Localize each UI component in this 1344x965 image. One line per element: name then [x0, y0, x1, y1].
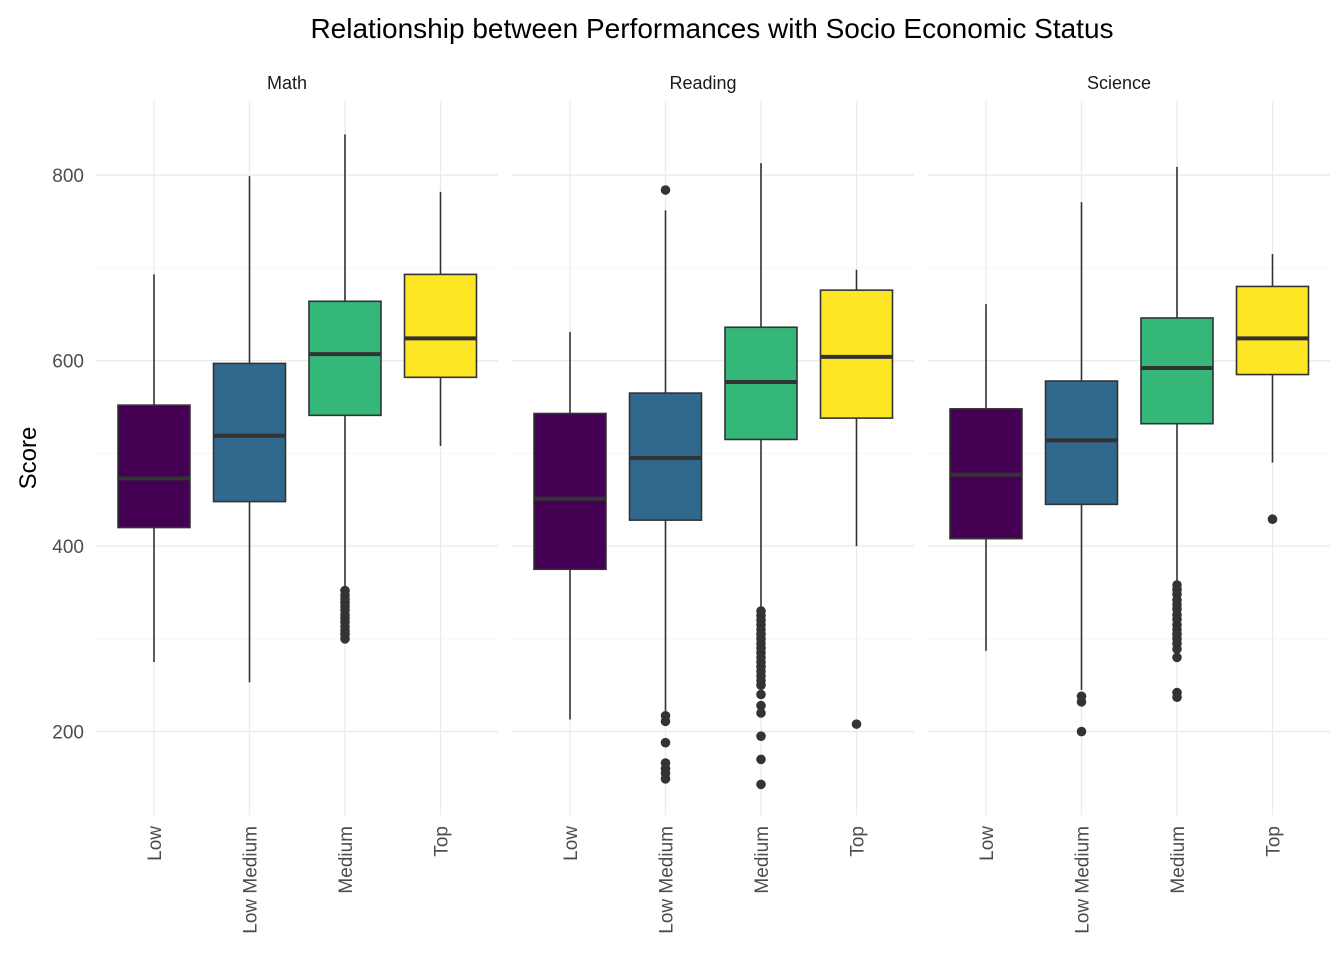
box-reading-low	[533, 331, 607, 720]
box-body	[819, 289, 894, 419]
outlier-point	[660, 716, 671, 727]
box-body	[1235, 285, 1310, 376]
y-tick-label: 600	[52, 352, 84, 373]
x-tick-label: Low	[561, 826, 582, 861]
box-science-top	[1235, 254, 1310, 524]
box-body	[533, 412, 607, 571]
x-tick-label: Low Medium	[657, 826, 678, 934]
box-math-low-medium	[212, 176, 287, 683]
outlier-point	[1076, 697, 1087, 707]
outlier-point	[1076, 726, 1087, 737]
box-science-medium	[1140, 166, 1214, 703]
y-tick-label: 800	[52, 166, 84, 187]
box-math-top	[403, 191, 478, 446]
box-body	[117, 404, 191, 529]
y-tick-label: 400	[52, 537, 84, 558]
box-math-low	[117, 274, 191, 662]
outlier-point	[756, 700, 766, 711]
box-body	[1140, 317, 1214, 425]
facet-panel-math: Math Low Low Medium Medium Top	[96, 73, 498, 934]
box-body	[1044, 380, 1119, 506]
outlier-point	[756, 754, 766, 765]
box-reading-medium	[724, 163, 798, 790]
box-science-low-medium	[1044, 202, 1119, 737]
y-axis-title: Score	[15, 427, 42, 490]
facet-panel-reading: Reading Low Low Medium Medium Top	[512, 73, 914, 934]
box-reading-top	[819, 269, 894, 729]
x-tick-label: Low	[145, 826, 166, 861]
x-tick-label: Top	[1264, 826, 1285, 857]
facet-label-math: Math	[267, 73, 307, 93]
outlier-point	[1172, 644, 1182, 654]
x-tick-label: Low Medium	[1073, 826, 1094, 934]
outlier-point	[756, 680, 766, 690]
box-math-medium	[308, 134, 382, 644]
outlier-point	[851, 719, 862, 729]
x-tick-label: Low	[977, 826, 998, 861]
outlier-point	[756, 689, 766, 700]
x-tick-label: Medium	[752, 826, 773, 894]
x-tick-label: Medium	[336, 826, 357, 894]
outlier-point	[660, 737, 671, 748]
box-reading-low-medium	[628, 185, 703, 784]
x-tick-label: Top	[432, 826, 453, 857]
chart-title: Relationship between Performances with S…	[310, 13, 1113, 44]
outlier-point	[1172, 692, 1182, 703]
facet-label-reading: Reading	[669, 73, 736, 93]
x-tick-label: Medium	[1168, 826, 1189, 894]
box-body	[308, 300, 382, 417]
outlier-point	[756, 708, 766, 718]
x-tick-label: Top	[848, 826, 869, 857]
outlier-point	[1172, 652, 1182, 663]
facet-panel-science: Science Low Low Medium Medium Top	[928, 73, 1330, 934]
facet-label-science: Science	[1087, 73, 1151, 93]
x-tick-label: Low Medium	[241, 826, 262, 934]
outlier-point	[756, 731, 766, 741]
box-science-low	[949, 304, 1023, 651]
box-body	[403, 273, 478, 379]
box-body	[212, 362, 287, 503]
y-tick-label: 200	[52, 723, 84, 744]
outlier-point	[1267, 514, 1278, 524]
outlier-point	[340, 634, 350, 644]
outlier-point	[756, 779, 766, 790]
outlier-point	[660, 185, 671, 195]
outlier-point	[660, 774, 671, 784]
